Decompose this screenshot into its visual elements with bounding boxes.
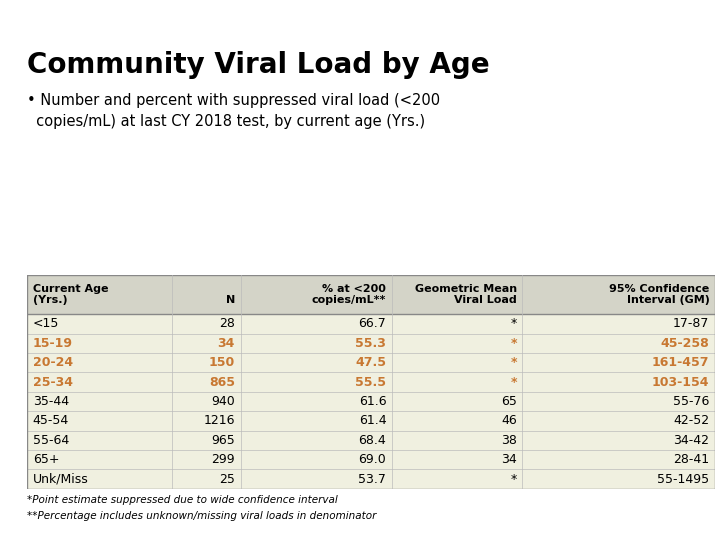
Text: 28: 28	[219, 318, 235, 330]
Bar	[27, 334, 715, 353]
Text: 45-54: 45-54	[33, 414, 69, 427]
Text: 47.5: 47.5	[355, 356, 387, 369]
Text: 53.7: 53.7	[359, 472, 387, 485]
Text: 161-457: 161-457	[652, 356, 709, 369]
Text: 69.0: 69.0	[359, 453, 387, 466]
Text: Community Viral Load by Age: Community Viral Load by Age	[27, 51, 490, 79]
Text: 66.7: 66.7	[359, 318, 387, 330]
Text: 68.4: 68.4	[359, 434, 387, 447]
Text: 95% Confidence: 95% Confidence	[609, 285, 709, 294]
Text: **Percentage includes unknown/missing viral loads in denominator: **Percentage includes unknown/missing vi…	[27, 511, 377, 522]
Bar	[27, 373, 715, 392]
Bar	[27, 353, 715, 373]
Text: N: N	[226, 295, 235, 305]
Text: 34: 34	[501, 453, 517, 466]
Text: 55.3: 55.3	[356, 337, 387, 350]
Text: (Yrs.): (Yrs.)	[33, 295, 68, 305]
Text: *Point estimate suppressed due to wide confidence interval: *Point estimate suppressed due to wide c…	[27, 495, 338, 505]
Bar	[27, 430, 715, 450]
Text: 17-87: 17-87	[673, 318, 709, 330]
Text: Unk/Miss: Unk/Miss	[33, 472, 89, 485]
Bar	[27, 275, 715, 314]
Text: 55.5: 55.5	[355, 375, 387, 389]
Text: 34-42: 34-42	[673, 434, 709, 447]
Bar	[27, 392, 715, 411]
Text: Geometric Mean: Geometric Mean	[415, 285, 517, 294]
Text: *: *	[510, 472, 517, 485]
Text: *: *	[510, 318, 517, 330]
Text: 20-24: 20-24	[33, 356, 73, 369]
Text: 55-76: 55-76	[673, 395, 709, 408]
Text: <15: <15	[33, 318, 59, 330]
Text: 865: 865	[209, 375, 235, 389]
Text: 965: 965	[211, 434, 235, 447]
Text: Interval (GM): Interval (GM)	[626, 295, 709, 305]
Text: 1216: 1216	[204, 414, 235, 427]
Text: 34: 34	[217, 337, 235, 350]
Bar	[27, 469, 715, 489]
Text: 103-154: 103-154	[652, 375, 709, 389]
Text: 46: 46	[501, 414, 517, 427]
Text: % at <200: % at <200	[323, 285, 387, 294]
Text: 35-44: 35-44	[33, 395, 69, 408]
Text: 150: 150	[209, 356, 235, 369]
Text: Viral Load: Viral Load	[454, 295, 517, 305]
Text: Current Age: Current Age	[33, 285, 109, 294]
Text: 42-52: 42-52	[673, 414, 709, 427]
Text: *: *	[510, 337, 517, 350]
Text: 25-34: 25-34	[33, 375, 73, 389]
Text: 45-258: 45-258	[661, 337, 709, 350]
Text: 940: 940	[211, 395, 235, 408]
Bar	[27, 411, 715, 430]
Text: • Number and percent with suppressed viral load (<200
  copies/mL) at last CY 20: • Number and percent with suppressed vir…	[27, 93, 441, 129]
Text: 25: 25	[219, 472, 235, 485]
Text: copies/mL**: copies/mL**	[312, 295, 387, 305]
Text: *: *	[510, 375, 517, 389]
Bar	[27, 450, 715, 469]
Text: 55-64: 55-64	[33, 434, 69, 447]
Text: 65: 65	[501, 395, 517, 408]
Bar	[27, 314, 715, 334]
Text: 38: 38	[501, 434, 517, 447]
Text: 15-19: 15-19	[33, 337, 73, 350]
Text: 61.6: 61.6	[359, 395, 387, 408]
Text: 55-1495: 55-1495	[657, 472, 709, 485]
Text: *: *	[510, 356, 517, 369]
Text: 65+: 65+	[33, 453, 59, 466]
Text: 28-41: 28-41	[673, 453, 709, 466]
Text: 61.4: 61.4	[359, 414, 387, 427]
Text: 299: 299	[212, 453, 235, 466]
